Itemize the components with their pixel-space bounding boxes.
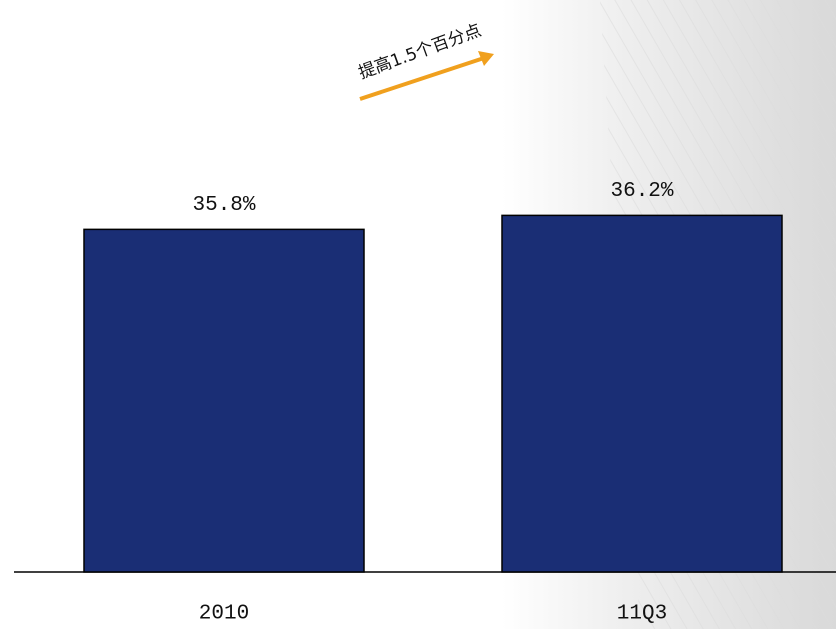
bar xyxy=(83,228,365,573)
value-label: 36.2% xyxy=(610,180,673,203)
x-tick-label: 11Q3 xyxy=(617,603,667,626)
bar xyxy=(501,214,783,573)
annotation-arrow xyxy=(359,56,485,101)
x-tick-label: 2010 xyxy=(199,603,249,626)
value-label: 35.8% xyxy=(192,194,255,217)
annotation-arrowhead xyxy=(478,51,494,66)
